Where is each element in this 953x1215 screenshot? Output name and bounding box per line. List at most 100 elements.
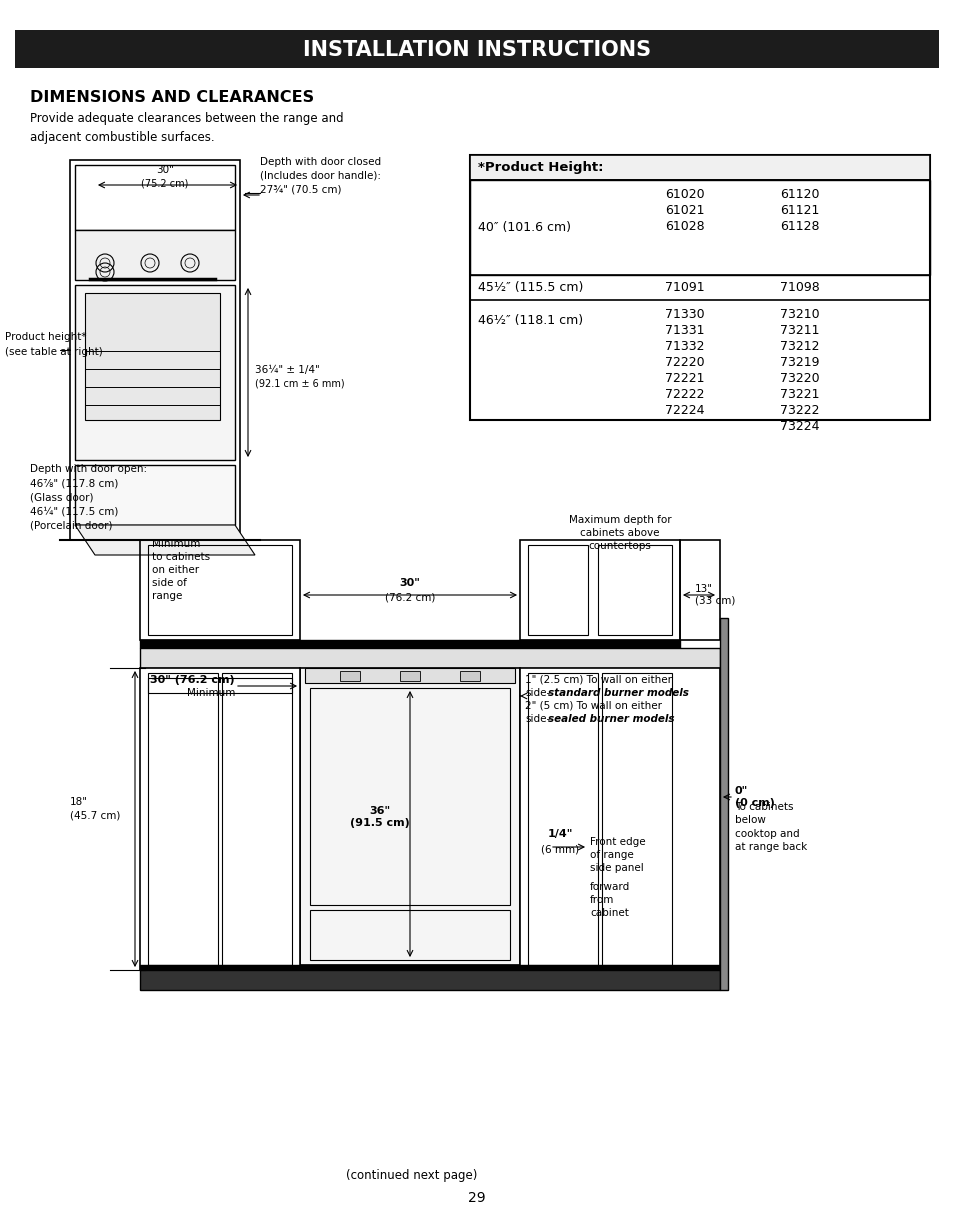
Text: 1" (2.5 cm) To wall on either: 1" (2.5 cm) To wall on either — [524, 676, 671, 685]
Text: 29: 29 — [468, 1191, 485, 1205]
Text: (75.2 cm): (75.2 cm) — [141, 179, 189, 190]
Text: Product height*: Product height* — [5, 332, 87, 341]
Text: 18"
(45.7 cm): 18" (45.7 cm) — [70, 797, 120, 820]
Text: 30": 30" — [156, 165, 173, 175]
Text: Maximum depth for
cabinets above
countertops: Maximum depth for cabinets above counter… — [568, 515, 671, 552]
Text: forward
from
cabinet: forward from cabinet — [589, 882, 630, 919]
Bar — [339, 671, 359, 680]
Bar — [459, 671, 479, 680]
Bar — [470, 156, 929, 180]
Text: 45½″ (115.5 cm): 45½″ (115.5 cm) — [477, 281, 583, 294]
Bar — [140, 648, 720, 668]
Text: Depth with door open:: Depth with door open: — [30, 464, 147, 474]
Bar — [75, 465, 234, 525]
Bar — [305, 668, 515, 683]
Text: 71332: 71332 — [664, 339, 703, 352]
Bar — [148, 678, 292, 693]
Bar — [470, 156, 929, 420]
Bar — [310, 688, 510, 905]
Bar — [140, 970, 720, 990]
Text: 46¼" (117.5 cm): 46¼" (117.5 cm) — [30, 507, 118, 518]
Bar — [75, 230, 234, 279]
Bar — [140, 668, 299, 970]
Text: 36"
(91.5 cm): 36" (91.5 cm) — [350, 807, 410, 827]
Text: (Glass door): (Glass door) — [30, 492, 93, 502]
Text: (6 mm): (6 mm) — [540, 844, 578, 854]
Text: 71330: 71330 — [664, 307, 704, 321]
Text: side-: side- — [524, 714, 550, 724]
Text: 72221: 72221 — [664, 372, 703, 384]
Bar — [70, 160, 240, 539]
Text: 61021: 61021 — [664, 203, 703, 216]
Text: 30" (76.2 cm): 30" (76.2 cm) — [151, 676, 234, 685]
Text: 71098: 71098 — [780, 281, 819, 294]
Text: (see table at right): (see table at right) — [5, 347, 103, 357]
Bar — [75, 286, 234, 460]
Text: 73210: 73210 — [780, 307, 819, 321]
Text: 61121: 61121 — [780, 203, 819, 216]
Bar — [140, 539, 299, 640]
Text: 61128: 61128 — [780, 220, 819, 232]
Bar — [85, 293, 220, 420]
Text: Front edge
of range
side panel: Front edge of range side panel — [589, 837, 645, 874]
Bar — [75, 165, 234, 230]
Text: 72222: 72222 — [664, 388, 703, 401]
Text: 46⅞" (117.8 cm): 46⅞" (117.8 cm) — [30, 479, 118, 488]
Text: 71331: 71331 — [664, 323, 703, 337]
Text: *Product Height:: *Product Height: — [477, 160, 603, 174]
Text: 2" (5 cm) To wall on either: 2" (5 cm) To wall on either — [524, 701, 661, 711]
Text: 71091: 71091 — [664, 281, 704, 294]
Text: 73211: 73211 — [780, 323, 819, 337]
Text: 36¼" ± 1/4": 36¼" ± 1/4" — [254, 364, 319, 374]
Bar — [222, 673, 292, 965]
Text: 73220: 73220 — [780, 372, 819, 384]
Text: 0"
(0 cm): 0" (0 cm) — [734, 786, 774, 808]
Text: 73221: 73221 — [780, 388, 819, 401]
Text: (76.2 cm): (76.2 cm) — [384, 592, 435, 601]
Text: 61020: 61020 — [664, 187, 704, 200]
Text: 73212: 73212 — [780, 339, 819, 352]
Text: 40″ (101.6 cm): 40″ (101.6 cm) — [477, 221, 571, 234]
Bar — [470, 180, 929, 275]
Text: DIMENSIONS AND CLEARANCES: DIMENSIONS AND CLEARANCES — [30, 90, 314, 104]
Text: Minimum: Minimum — [187, 688, 234, 697]
Bar — [598, 546, 671, 635]
Bar — [601, 673, 671, 965]
Text: 73222: 73222 — [780, 403, 819, 417]
Bar — [527, 673, 598, 965]
Text: side-: side- — [524, 688, 550, 697]
Text: (92.1 cm ± 6 mm): (92.1 cm ± 6 mm) — [254, 379, 344, 389]
Text: 30": 30" — [399, 578, 420, 588]
Text: To cabinets
below
cooktop and
at range back: To cabinets below cooktop and at range b… — [734, 802, 806, 852]
Bar — [148, 546, 292, 635]
Bar — [299, 668, 519, 965]
Text: 72224: 72224 — [664, 403, 703, 417]
Text: 61120: 61120 — [780, 187, 819, 200]
Text: 27¾" (70.5 cm): 27¾" (70.5 cm) — [260, 185, 341, 194]
Text: (continued next page): (continued next page) — [345, 1169, 476, 1181]
Text: Depth with door closed: Depth with door closed — [260, 157, 381, 166]
Bar — [519, 539, 679, 640]
Text: 61028: 61028 — [664, 220, 704, 232]
Text: 1/4": 1/4" — [547, 829, 572, 840]
Bar — [140, 640, 679, 648]
Polygon shape — [75, 525, 254, 555]
Bar — [148, 673, 218, 965]
Text: (Includes door handle):: (Includes door handle): — [260, 170, 380, 180]
Bar — [15, 30, 938, 68]
Text: (Porcelain door): (Porcelain door) — [30, 520, 112, 530]
Text: standard burner models: standard burner models — [547, 688, 688, 697]
Text: Minimum
to cabinets
on either
side of
range: Minimum to cabinets on either side of ra… — [152, 538, 210, 601]
Text: 46½″ (118.1 cm): 46½″ (118.1 cm) — [477, 313, 582, 327]
Bar — [679, 539, 720, 640]
Text: 13"
(33 cm): 13" (33 cm) — [695, 584, 735, 606]
Text: 72220: 72220 — [664, 356, 704, 368]
Bar — [399, 671, 419, 680]
Bar — [720, 618, 727, 990]
Text: Provide adequate clearances between the range and
adjacent combustible surfaces.: Provide adequate clearances between the … — [30, 112, 343, 145]
Bar — [527, 546, 587, 635]
Bar — [310, 910, 510, 960]
Text: 73219: 73219 — [780, 356, 819, 368]
Text: sealed burner models: sealed burner models — [547, 714, 674, 724]
Bar — [140, 965, 720, 970]
